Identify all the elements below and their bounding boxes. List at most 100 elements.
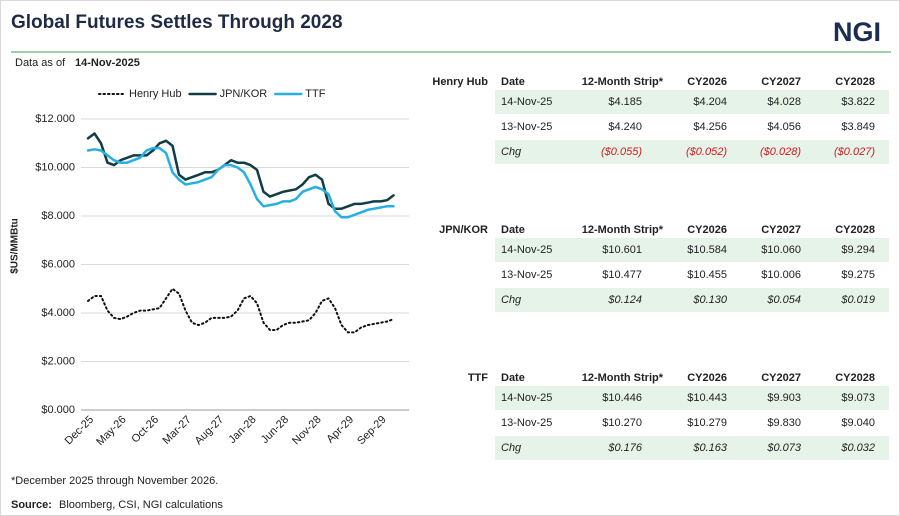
table-cell: $4.185	[608, 96, 642, 108]
y-tick-label: $6.000	[41, 258, 75, 270]
y-tick-label: $8.000	[41, 210, 75, 222]
legend-label: Henry Hub	[129, 88, 182, 100]
table-cell: $4.028	[767, 96, 801, 108]
table-header: CY2027	[761, 224, 801, 236]
series-line	[86, 146, 395, 219]
table-cell: $10.455	[687, 269, 727, 281]
table-cell: $0.073	[766, 442, 802, 454]
table-header: Date	[501, 372, 525, 384]
table-cell: $3.822	[841, 96, 875, 108]
table-cell: $9.294	[841, 244, 875, 256]
table-cell: Chg	[501, 294, 522, 306]
x-tick-label: Mar-27	[161, 414, 194, 447]
table-cell: 13-Nov-25	[501, 269, 552, 281]
x-tick-label: Jun-28	[259, 414, 291, 446]
table-cell: $0.163	[692, 442, 728, 454]
table-header: 12-Month Strip*	[582, 372, 664, 384]
series-line	[87, 287, 395, 334]
table-cell: ($0.055)	[601, 146, 642, 158]
table-cell: ($0.028)	[760, 146, 801, 158]
row-band	[495, 90, 889, 114]
series-line	[86, 132, 395, 210]
y-axis-label: $US/MMBtu	[10, 218, 21, 274]
table-header: CY2026	[687, 372, 727, 384]
table-cell: 13-Nov-25	[501, 121, 552, 133]
table-cell: Chg	[501, 442, 522, 454]
legend-label: JPN/KOR	[220, 88, 268, 100]
table-cell: $0.130	[692, 294, 728, 306]
table-header: CY2026	[687, 224, 727, 236]
x-tick-label: Apr-29	[324, 414, 356, 446]
table-cell: $4.256	[693, 121, 727, 133]
x-tick-label: Dec-25	[63, 414, 97, 448]
row-band	[495, 436, 889, 460]
table-cell: $4.204	[693, 96, 727, 108]
table-cell: $10.477	[602, 269, 642, 281]
table-header: Date	[501, 76, 525, 88]
logo: NGI	[833, 17, 881, 47]
table-cell: $10.006	[761, 269, 801, 281]
table-cell: $0.019	[840, 294, 875, 306]
table-cell: 14-Nov-25	[501, 392, 552, 404]
table-header: CY2027	[761, 76, 801, 88]
table-label: Henry Hub	[432, 76, 488, 88]
table-label: JPN/KOR	[439, 224, 488, 236]
x-tick-label: Oct-26	[129, 414, 161, 446]
as-of-date: 14-Nov-2025	[75, 57, 140, 69]
table-cell: $9.040	[841, 417, 875, 429]
x-tick-label: May-26	[94, 414, 128, 448]
legend-label: TTF	[305, 88, 325, 100]
table-cell: $9.903	[767, 392, 801, 404]
table-cell: 14-Nov-25	[501, 244, 552, 256]
table-header: CY2028	[835, 224, 875, 236]
table-cell: $10.270	[602, 417, 642, 429]
table-cell: $4.056	[767, 121, 801, 133]
source-label: Source:	[11, 499, 52, 511]
table-cell: $9.830	[767, 417, 801, 429]
y-tick-label: $10.000	[35, 161, 75, 173]
table-header: CY2028	[835, 76, 875, 88]
table-header: CY2026	[687, 76, 727, 88]
table-cell: $4.240	[608, 121, 642, 133]
table-cell: $0.054	[766, 294, 801, 306]
row-band	[495, 288, 889, 312]
row-band	[495, 238, 889, 262]
footnote: *December 2025 through November 2026.	[11, 475, 218, 487]
source-text: Bloomberg, CSI, NGI calculations	[59, 499, 223, 511]
row-band	[495, 386, 889, 410]
table-cell: ($0.052)	[686, 146, 727, 158]
table-label: TTF	[468, 372, 488, 384]
table-cell: $0.032	[840, 442, 875, 454]
table-header: Date	[501, 224, 525, 236]
table-cell: $10.279	[687, 417, 727, 429]
y-tick-label: $2.000	[41, 355, 75, 367]
x-tick-label: Sep-29	[355, 414, 389, 448]
y-tick-label: $0.000	[41, 404, 75, 416]
title: Global Futures Settles Through 2028	[11, 12, 343, 33]
table-header: CY2027	[761, 372, 801, 384]
x-tick-label: Aug-27	[193, 414, 227, 448]
row-band	[495, 140, 889, 164]
table-cell: 13-Nov-25	[501, 417, 552, 429]
table-cell: $10.443	[687, 392, 727, 404]
table-cell: $10.446	[602, 392, 642, 404]
x-tick-label: Nov-28	[290, 414, 324, 448]
table-cell: 14-Nov-25	[501, 96, 552, 108]
table-cell: $3.849	[841, 121, 875, 133]
as-of-label: Data as of	[15, 57, 66, 69]
table-header: 12-Month Strip*	[582, 224, 664, 236]
table-header: 12-Month Strip*	[582, 76, 664, 88]
table-cell: $10.584	[687, 244, 727, 256]
table-cell: $0.124	[607, 294, 642, 306]
y-tick-label: $12.000	[35, 113, 75, 125]
table-cell: Chg	[501, 146, 522, 158]
table-cell: $0.176	[607, 442, 643, 454]
table-cell: $10.060	[761, 244, 801, 256]
table-cell: $10.601	[602, 244, 642, 256]
table-cell: $9.073	[841, 392, 875, 404]
table-header: CY2028	[835, 372, 875, 384]
x-tick-label: Jan-28	[226, 414, 258, 446]
table-cell: $9.275	[841, 269, 875, 281]
